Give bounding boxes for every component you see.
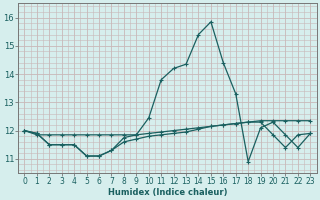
X-axis label: Humidex (Indice chaleur): Humidex (Indice chaleur) bbox=[108, 188, 227, 197]
